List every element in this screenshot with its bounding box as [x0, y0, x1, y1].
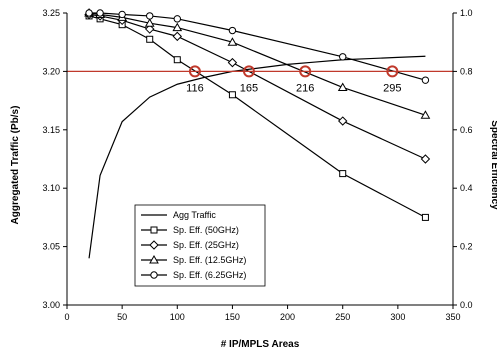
series-line-3	[88, 12, 426, 116]
series-3-point	[144, 18, 155, 27]
intersection-label: 216	[296, 82, 314, 94]
series-2-point	[172, 31, 182, 42]
series-4-point	[146, 12, 154, 20]
legend-label: Sp. Eff. (6.25GHz)	[173, 270, 246, 280]
series-4-point	[228, 26, 237, 35]
annotation-layer: 116 165 216 295	[186, 65, 402, 94]
series-4-point	[339, 53, 347, 61]
series-line-1	[88, 15, 426, 218]
legend-swatch-marker	[149, 240, 159, 250]
series-3-point	[227, 37, 238, 46]
series-1-point	[339, 170, 347, 178]
series-layer	[84, 7, 431, 259]
intersection-marker	[386, 65, 399, 78]
y-right-tick-label: 0.0	[460, 300, 473, 310]
y-axis-right-title: Spectral Efficiency	[489, 120, 497, 210]
x-tick-label: 50	[117, 312, 127, 322]
series-4-point	[85, 9, 93, 17]
x-tick-label: 0	[64, 312, 69, 322]
y-right-tick-label: 1.0	[460, 8, 473, 18]
intersection-label: 116	[186, 82, 204, 94]
y-left-tick-label: 3.25	[42, 8, 60, 18]
y-left-tick-label: 3.05	[42, 242, 60, 252]
series-1-point	[228, 91, 236, 99]
series-4-point	[421, 76, 430, 84]
x-tick-label: 200	[280, 312, 295, 322]
y-left-tick-label: 3.20	[42, 66, 60, 76]
intersection-marker	[299, 65, 312, 78]
series-line-4	[89, 12, 426, 81]
legend-label: Agg Traffic	[173, 210, 216, 220]
y-right-tick-label: 0.8	[460, 66, 473, 76]
legend: Agg Traffic Sp. Eff. (50GHz) Sp. Eff. (25G…	[134, 204, 266, 287]
intersection-marker	[242, 65, 255, 78]
x-axis-title: # IP/MPLS Areas	[221, 339, 300, 350]
series-3-point	[337, 82, 348, 91]
x-tick-label: 300	[390, 312, 405, 322]
series-1-point	[146, 35, 154, 43]
y-left-tick-label: 3.00	[42, 300, 60, 310]
y-axis-left-title: Aggregated Traffic (Pb/s)	[10, 106, 21, 225]
legend-label: Sp. Eff. (25GHz)	[173, 240, 239, 250]
series-2-point	[227, 57, 238, 68]
series-1-point	[421, 213, 429, 221]
series-3-point	[172, 22, 183, 32]
legend-swatch-marker	[149, 254, 159, 264]
intersection-marker	[188, 65, 201, 78]
x-tick-label: 250	[335, 312, 350, 322]
legend-swatch-marker	[150, 226, 158, 234]
series-2-point	[145, 24, 155, 34]
series-4-point	[96, 9, 104, 17]
series-2-point	[338, 116, 348, 126]
intersection-label: 295	[383, 82, 401, 94]
axes-layer: 0 50 100 150 200 250 300 350 3.00 3.05 3.10 3.15 3.2…	[42, 8, 472, 322]
y-right-tick-label: 0.2	[460, 242, 473, 252]
legend-label: Sp. Eff. (12.5GHz)	[173, 255, 246, 265]
series-4-point	[118, 10, 126, 19]
y-right-tick-label: 0.6	[460, 125, 473, 135]
x-tick-label: 100	[170, 312, 185, 322]
legend-swatch-marker	[150, 271, 158, 279]
y-left-tick-label: 3.10	[42, 183, 60, 193]
y-left-tick-label: 3.15	[42, 125, 60, 135]
series-4-point	[173, 15, 181, 23]
series-1-point	[173, 56, 181, 64]
series-3-point	[420, 110, 431, 119]
y-right-tick-label: 0.4	[460, 183, 473, 193]
legend-label: Sp. Eff. (50GHz)	[173, 225, 239, 235]
series-2-point	[420, 154, 431, 164]
x-tick-label: 150	[225, 312, 240, 322]
intersection-label: 165	[240, 82, 258, 94]
x-tick-label: 350	[445, 312, 460, 322]
